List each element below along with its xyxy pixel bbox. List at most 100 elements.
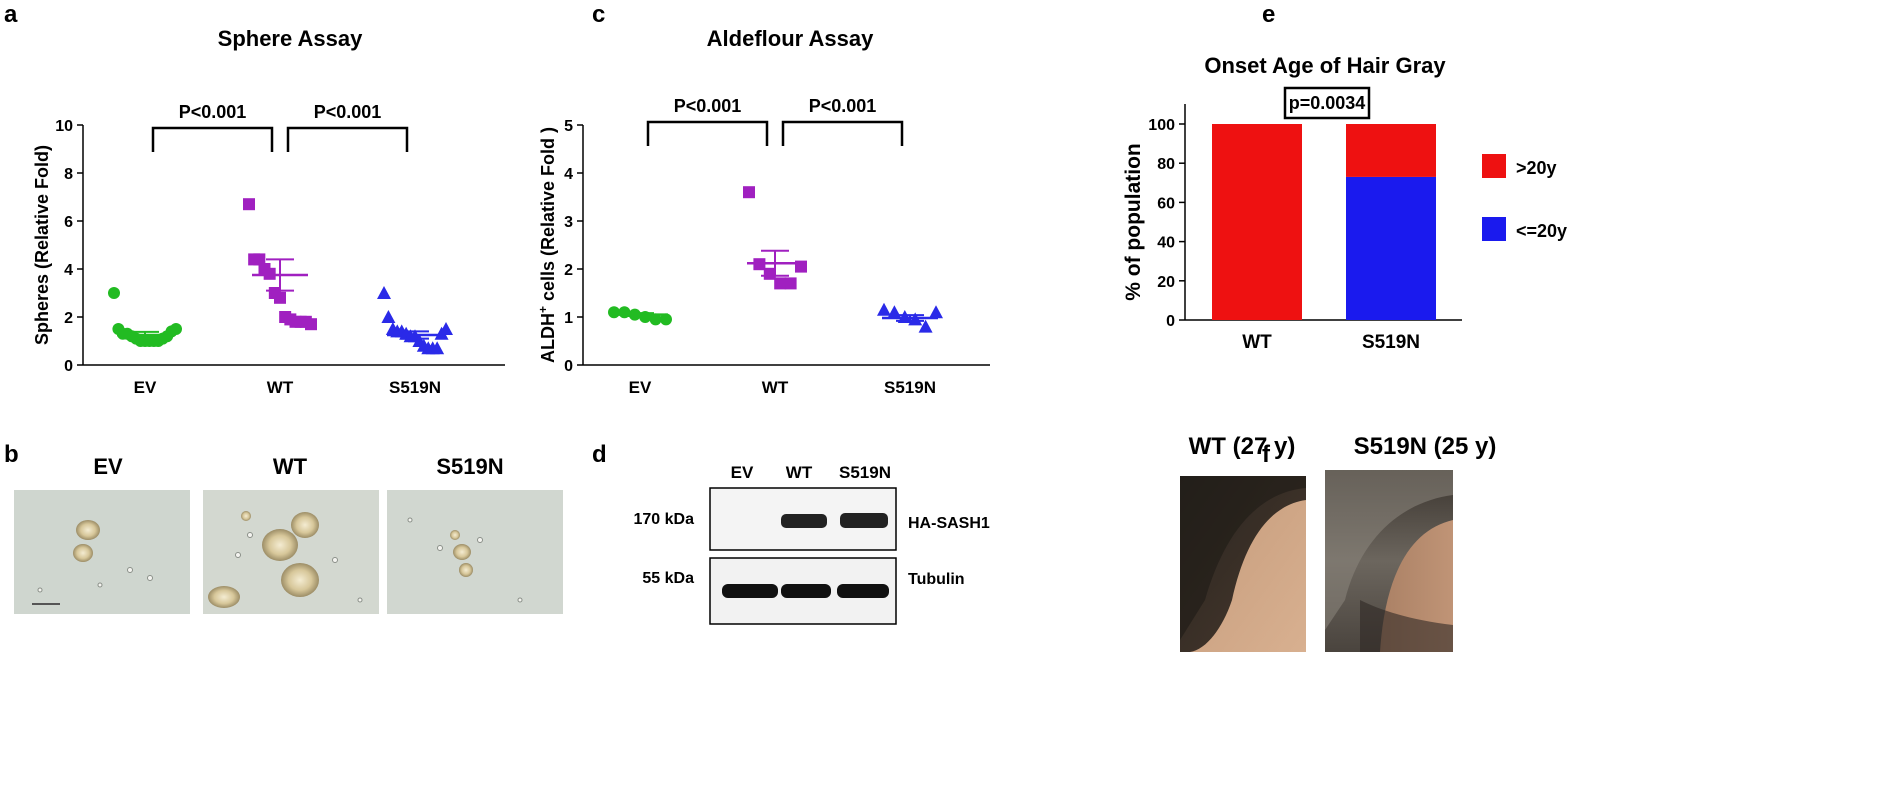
x-category-label: WT (1242, 332, 1272, 353)
y-tick-label: 2 (64, 310, 73, 327)
significance-bracket (151, 126, 274, 152)
data-point (897, 310, 912, 323)
data-point (108, 287, 120, 299)
y-tick-label: 10 (55, 118, 73, 135)
y-tick-label: 0 (1166, 313, 1175, 330)
panel-label-e: e (1262, 1, 1275, 28)
p-value-label: p=0.0034 (1289, 93, 1366, 113)
single-cell (147, 575, 153, 581)
data-point (877, 302, 891, 316)
y-tick-label: 8 (64, 166, 73, 183)
y-axis-label: Spheres (Relative Fold) (32, 145, 52, 345)
legend-label: <=20y (1516, 221, 1567, 241)
panel-label-f: f (1262, 441, 1271, 468)
data-point (377, 286, 391, 299)
legend-swatch (1482, 217, 1506, 241)
significance-bracket (286, 126, 409, 152)
y-tick-label: 20 (1157, 274, 1175, 291)
data-point (439, 322, 453, 335)
data-point (929, 305, 943, 319)
data-point (784, 277, 797, 290)
y-axis-label-main: ALDH (538, 313, 558, 363)
mw-label-170: 170 kDa (634, 511, 695, 528)
micrograph-s519n (387, 490, 563, 614)
lane-label-s519n: S519N (839, 463, 891, 482)
data-point (743, 186, 755, 199)
photo-label-wt: WT (27 y) (1189, 433, 1296, 460)
sphere-cell (76, 520, 100, 540)
x-category-label: S519N (389, 378, 441, 397)
band-ha-sash1-wt (781, 514, 827, 528)
y-tick-label: 0 (64, 358, 73, 375)
band-tubulin-wt (781, 584, 831, 598)
photo-label-s519n: S519N (25 y) (1354, 433, 1497, 460)
single-cell (517, 597, 523, 603)
bar-segment (1346, 124, 1436, 177)
x-category-label: S519N (1362, 332, 1420, 353)
sphere-cell (73, 544, 93, 562)
sphere-cell (281, 563, 319, 597)
legend-label: >20y (1516, 158, 1557, 178)
data-point (430, 341, 445, 355)
chart-title: Aldeflour Assay (707, 26, 874, 51)
band-tubulin-s519n (837, 584, 889, 598)
panel-label-a: a (4, 1, 18, 28)
y-tick-label: 1 (564, 310, 573, 327)
data-point (274, 291, 286, 304)
data-point (253, 253, 266, 266)
y-tick-label: 6 (64, 214, 73, 231)
y-tick-label: 100 (1148, 117, 1175, 134)
photo-s519n (1325, 470, 1453, 652)
band-ha-sash1-s519n (840, 513, 888, 528)
significance-bracket (781, 120, 904, 146)
single-cell (332, 557, 338, 563)
sphere-cell (453, 544, 471, 560)
sphere-cell (450, 530, 460, 540)
x-category-label: WT (762, 378, 789, 397)
y-tick-label: 5 (564, 118, 573, 135)
single-cell (37, 587, 43, 593)
data-point (243, 198, 255, 211)
sphere-cell (241, 511, 251, 521)
data-point (774, 277, 787, 290)
y-axis-label: % of population (1122, 143, 1145, 300)
bar-segment (1212, 124, 1302, 320)
y-tick-label: 4 (64, 262, 73, 279)
single-cell (97, 582, 103, 588)
data-point (170, 323, 182, 335)
chart-e-onset-age: Onset Age of Hair Gray 0 20 40 60 80 100% of p… (1122, 53, 1567, 353)
y-axis-label-rest: cells (Relative Fold ) (538, 127, 558, 306)
sphere-cell (262, 529, 298, 561)
chart-title: Sphere Assay (218, 26, 363, 51)
single-cell (247, 532, 253, 538)
lane-label-ev: EV (731, 463, 754, 482)
photo-wt (1180, 476, 1306, 652)
sphere-cell (459, 563, 473, 577)
single-cell (407, 517, 413, 523)
y-tick-label: 4 (564, 166, 573, 183)
x-category-label: EV (134, 378, 157, 397)
single-cell (357, 597, 363, 603)
significance-bracket (646, 120, 769, 146)
panel-b-micrographs: EV WT S519N (14, 454, 563, 614)
band-tubulin-ev (722, 584, 778, 598)
lane-label-wt: WT (786, 463, 813, 482)
data-point (660, 313, 672, 326)
significance-label: P<0.001 (314, 102, 382, 122)
p-value-box (1283, 86, 1371, 120)
panel-label-c: c (592, 1, 605, 28)
bar-segment (1346, 176, 1436, 320)
micrograph-ev (14, 490, 190, 614)
x-category-label: WT (267, 378, 294, 397)
chart-c-aldeflour-assay: Aldeflour Assay 0 1 2 3 4 5 ALDH+ cells (Relati… (536, 26, 990, 397)
panel-label-b: b (4, 441, 19, 468)
significance-label: P<0.001 (809, 96, 877, 116)
chart-title: Onset Age of Hair Gray (1204, 53, 1446, 78)
panel-d-western-blot: EV WT S519N 170 kDa 55 kDa HA-SASH1 Tubu… (634, 463, 990, 625)
x-category-label: EV (629, 378, 652, 397)
sphere-cell (291, 512, 319, 538)
micrograph-label-wt: WT (273, 454, 308, 479)
single-cell (235, 552, 241, 558)
y-tick-label: 0 (564, 358, 573, 375)
